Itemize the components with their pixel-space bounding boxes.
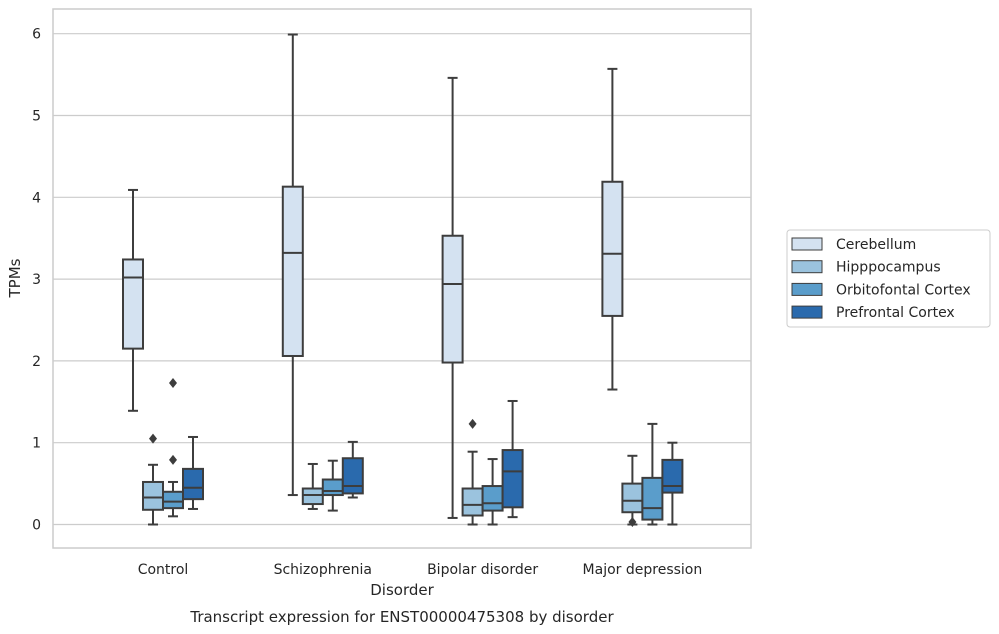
box-body xyxy=(341,457,364,495)
outlier-point xyxy=(169,377,177,388)
y-tick-label: 0 xyxy=(32,518,41,534)
legend-label: Cerebellum xyxy=(836,237,916,253)
legend-swatch xyxy=(791,305,823,319)
box-body xyxy=(661,458,684,494)
box-prefrontal-cortex xyxy=(501,399,524,519)
y-tick-label: 5 xyxy=(32,109,41,125)
box-body xyxy=(501,449,524,509)
box-orbitofontal-cortex xyxy=(481,458,504,526)
y-tick-label: 6 xyxy=(32,27,41,43)
box-orbitofontal-cortex xyxy=(162,377,184,518)
box-body xyxy=(142,480,164,511)
legend-swatch xyxy=(791,237,823,251)
y-tick-label: 2 xyxy=(32,354,41,370)
box-body xyxy=(281,185,304,357)
box-body xyxy=(481,485,504,512)
outlier-point xyxy=(628,517,637,528)
legend-label: Prefrontal Cortex xyxy=(836,305,955,321)
x-axis-label: Disorder xyxy=(370,581,434,599)
y-ticks: 0 1 2 3 4 5 6 xyxy=(32,27,41,534)
x-tick-label: Schizophrenia xyxy=(274,562,372,578)
y-axis-label: TPMs xyxy=(6,258,24,298)
x-tick-label: Major depression xyxy=(583,562,703,578)
legend-swatch xyxy=(791,282,823,296)
chart-title: Transcript expression for ENST0000047530… xyxy=(189,608,614,626)
box-prefrontal-cortex xyxy=(341,440,364,499)
box-hipppocampus xyxy=(301,462,324,510)
box-orbitofontal-cortex xyxy=(641,422,664,526)
box-cerebellum xyxy=(281,33,304,497)
box-orbitofontal-cortex xyxy=(321,459,344,512)
boxes xyxy=(122,33,684,528)
legend-frame xyxy=(786,229,991,328)
box-body xyxy=(321,478,344,497)
y-tick-label: 3 xyxy=(32,272,41,288)
box-body xyxy=(641,476,664,521)
legend-label: Hipppocampus xyxy=(836,260,941,276)
y-tick-label: 1 xyxy=(32,436,41,452)
box-body xyxy=(441,234,464,364)
gridlines xyxy=(53,33,751,526)
box-prefrontal-cortex xyxy=(661,441,684,526)
box-body xyxy=(461,487,484,517)
y-tick-label: 4 xyxy=(32,190,41,206)
x-tick-label: Bipolar disorder xyxy=(427,562,538,578)
box-cerebellum xyxy=(601,67,624,391)
box-body xyxy=(162,490,184,510)
box-body xyxy=(301,487,324,506)
box-body xyxy=(621,482,644,514)
box-body xyxy=(601,180,624,317)
legend-swatch xyxy=(791,260,823,274)
outlier-point xyxy=(169,454,177,465)
outlier-point xyxy=(468,418,477,429)
box-body xyxy=(182,467,204,501)
legend-label: Orbitofontal Cortex xyxy=(836,282,971,298)
box-cerebellum xyxy=(122,188,144,412)
x-ticks: Control Schizophrenia Bipolar disorder Majo… xyxy=(138,562,703,578)
box-body xyxy=(122,258,144,350)
box-hipppocampus xyxy=(461,418,484,526)
box-prefrontal-cortex xyxy=(182,435,204,510)
legend: Cerebellum Hipppocampus Orbitofontal Corte… xyxy=(786,229,991,328)
x-tick-label: Control xyxy=(138,562,189,578)
outlier-point xyxy=(149,433,157,444)
box-hipppocampus xyxy=(142,433,164,526)
box-hipppocampus xyxy=(621,454,644,528)
plot-frame xyxy=(52,8,752,549)
box-cerebellum xyxy=(441,76,464,519)
